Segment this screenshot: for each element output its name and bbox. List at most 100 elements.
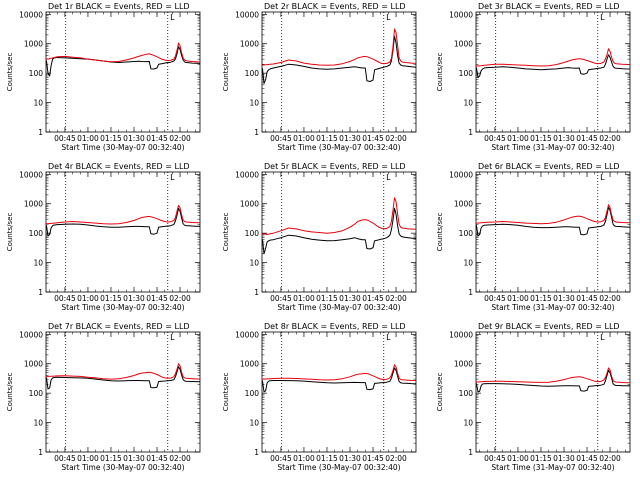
y-tick-label: 1 [38, 128, 43, 137]
chart-panel-9: Det 9r BLACK = Events, RED = LLD 1 10 100 10… [436, 322, 631, 472]
x-tick-label: 01:15 [530, 454, 552, 463]
y-tick-label: 1 [254, 288, 259, 297]
series-line-lld [262, 197, 417, 235]
x-tick-label: 02:00 [385, 294, 407, 303]
y-tick-label: 1000 [240, 360, 259, 369]
chart-title: Det 3r BLACK = Events, RED = LLD [478, 2, 620, 11]
x-tick-label: 01:00 [77, 454, 99, 463]
y-tick-label: 10000 [449, 170, 473, 179]
x-axis-label: Start Time (31-May-07 00:32:40) [491, 143, 614, 152]
x-tick-label: 01:30 [123, 454, 145, 463]
x-tick-label: 02:00 [169, 294, 191, 303]
legend-mark: L [386, 13, 391, 22]
x-tick-label: 01:45 [576, 294, 598, 303]
y-axis-label: Counts/sec [222, 213, 230, 252]
legend-mark: L [170, 333, 175, 342]
x-tick-label: 00:45 [54, 134, 76, 143]
y-tick-label: 10000 [19, 10, 43, 19]
chart-panel-4: Det 4r BLACK = Events, RED = LLD 1 10 100 10… [6, 162, 201, 312]
y-tick-label: 100 [459, 389, 474, 398]
chart-panel-8: Det 8r BLACK = Events, RED = LLD 1 10 100 10… [222, 322, 417, 472]
plot-frame [475, 11, 631, 133]
chart-title: Det 9r BLACK = Events, RED = LLD [478, 322, 620, 331]
y-tick-label: 100 [29, 69, 44, 78]
plot-frame [261, 171, 417, 293]
y-tick-label: 1000 [24, 200, 43, 209]
x-tick-label: 01:00 [507, 294, 529, 303]
y-tick-label: 1000 [454, 200, 473, 209]
y-axis-label: Counts/sec [436, 373, 444, 412]
y-tick-label: 1000 [454, 40, 473, 49]
y-tick-label: 10 [463, 99, 473, 108]
y-tick-label: 10 [33, 419, 43, 428]
y-tick-label: 10000 [449, 10, 473, 19]
x-axis-label: Start Time (31-May-07 00:32:40) [491, 303, 614, 312]
y-tick-label: 1000 [24, 360, 43, 369]
x-axis-label: Start Time (30-May-07 00:32:40) [61, 303, 184, 312]
plot-frame [45, 171, 201, 293]
x-axis-label: Start Time (30-May-07 00:32:40) [61, 143, 184, 152]
x-tick-label: 01:30 [553, 134, 575, 143]
x-tick-label: 00:45 [484, 294, 506, 303]
y-tick-label: 1 [468, 128, 473, 137]
series-line-lld [262, 28, 417, 66]
x-tick-label: 01:15 [100, 294, 122, 303]
y-tick-label: 10000 [19, 170, 43, 179]
x-tick-label: 01:15 [316, 454, 338, 463]
x-tick-label: 01:45 [146, 294, 168, 303]
x-tick-label: 01:00 [77, 294, 99, 303]
x-tick-label: 02:00 [599, 294, 621, 303]
series-line-lld [476, 204, 631, 225]
y-tick-label: 10000 [235, 170, 259, 179]
y-tick-label: 10000 [235, 10, 259, 19]
y-tick-label: 10000 [235, 330, 259, 339]
chart-panel-1: Det 1r BLACK = Events, RED = LLD 1 10 100 10… [6, 2, 201, 152]
x-axis-label: Start Time (30-May-07 00:32:40) [277, 303, 400, 312]
x-tick-label: 01:15 [100, 134, 122, 143]
x-tick-label: 01:15 [100, 454, 122, 463]
y-axis-label: Counts/sec [6, 53, 14, 92]
y-tick-label: 1000 [240, 200, 259, 209]
series-line-lld [45, 42, 201, 63]
chart-panel-3: Det 3r BLACK = Events, RED = LLD 1 10 100 10… [436, 2, 631, 152]
x-tick-label: 01:45 [576, 454, 598, 463]
legend-mark: L [170, 173, 175, 182]
chart-panel-6: Det 6r BLACK = Events, RED = LLD 1 10 100 10… [436, 162, 631, 312]
series-line-lld [46, 204, 201, 225]
x-tick-label: 01:30 [123, 294, 145, 303]
x-tick-label: 00:45 [270, 294, 292, 303]
x-tick-label: 02:00 [169, 454, 191, 463]
chart-panel-5: Det 5r BLACK = Events, RED = LLD 1 10 100 10… [222, 162, 417, 312]
chart-title: Det 2r BLACK = Events, RED = LLD [264, 2, 406, 11]
x-tick-label: 01:45 [362, 294, 384, 303]
y-axis-label: Counts/sec [6, 373, 14, 412]
plot-frame [261, 331, 417, 453]
x-axis-label: Start Time (30-May-07 00:32:40) [277, 143, 400, 152]
series-line-events [45, 46, 201, 77]
y-tick-label: 1000 [454, 360, 473, 369]
y-tick-label: 100 [29, 389, 44, 398]
legend-mark: L [600, 13, 605, 22]
legend-mark: L [386, 173, 391, 182]
y-tick-label: 10 [33, 99, 43, 108]
y-tick-label: 100 [29, 229, 44, 238]
chart-title: Det 4r BLACK = Events, RED = LLD [48, 162, 190, 171]
plot-frame [261, 11, 417, 133]
y-tick-label: 100 [245, 229, 260, 238]
x-tick-label: 01:30 [123, 134, 145, 143]
x-tick-label: 00:45 [54, 454, 76, 463]
x-tick-label: 01:45 [576, 134, 598, 143]
x-tick-label: 01:45 [146, 454, 168, 463]
plot-frame [475, 171, 631, 293]
y-axis-label: Counts/sec [222, 53, 230, 92]
x-tick-label: 02:00 [169, 134, 191, 143]
series-line-events [476, 54, 631, 79]
x-tick-label: 01:00 [293, 134, 315, 143]
x-tick-label: 01:15 [316, 134, 338, 143]
x-tick-label: 02:00 [385, 454, 407, 463]
x-tick-label: 01:45 [146, 134, 168, 143]
series-line-events [476, 206, 631, 237]
y-axis-label: Counts/sec [436, 53, 444, 92]
